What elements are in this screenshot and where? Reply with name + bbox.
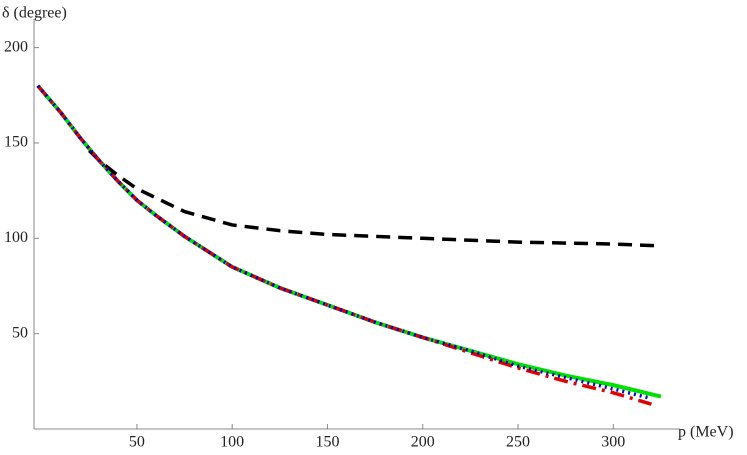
x-tick-label: 100 (220, 434, 244, 451)
series-line (36, 84, 652, 401)
y-axis-label: δ (degree) (2, 5, 67, 22)
x-tick-label: 200 (411, 434, 435, 451)
y-tick-label: 200 (4, 38, 28, 55)
x-tick-label: 300 (601, 434, 625, 451)
y-tick-label: 100 (4, 229, 28, 246)
y-tick-label: 150 (4, 134, 28, 151)
series-line (36, 84, 652, 406)
y-tick-label: 50 (12, 324, 28, 341)
x-tick-label: 250 (506, 434, 530, 451)
series-line (36, 84, 662, 399)
x-tick-label: 50 (129, 434, 145, 451)
x-axis-label: p (MeV) (678, 424, 734, 441)
x-tick-label: 150 (315, 434, 339, 451)
series-line (88, 149, 662, 248)
